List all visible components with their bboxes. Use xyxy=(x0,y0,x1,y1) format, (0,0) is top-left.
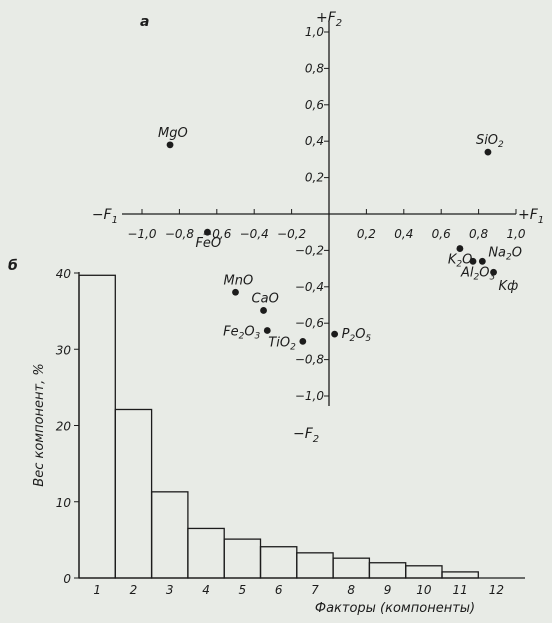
scatter-panel: а +F1 −F1 +F2 −F2 −1,0 −0,8 −0,6 −0,4 −0,2 0,… xyxy=(92,10,544,445)
bar-category-label: 9 xyxy=(384,583,392,597)
y-tick-label: 0,2 xyxy=(305,171,324,185)
x-tick-label: −0,4 xyxy=(240,227,269,241)
axis-label-pos-x-sub: 1 xyxy=(538,215,544,226)
bar-category-label: 8 xyxy=(347,583,355,597)
bar-x-axis-label: Факторы (компоненты) xyxy=(315,601,475,616)
bar xyxy=(259,546,298,579)
y-tick-label: −0,8 xyxy=(295,353,325,367)
bar-y-tick-label: 40 xyxy=(56,267,72,281)
bar xyxy=(78,274,116,579)
x-tick-label: −0,8 xyxy=(165,227,195,241)
y-tick-label: 0,4 xyxy=(305,134,324,148)
scatter-point xyxy=(263,327,271,334)
bar-y-tick-label: 30 xyxy=(56,343,72,357)
bar-category-label: 5 xyxy=(239,583,247,597)
scatter-point xyxy=(166,141,174,149)
axis-label-neg-y: −F2 xyxy=(293,426,319,445)
scatter-point xyxy=(490,268,497,276)
point-label: SiO2 xyxy=(476,133,504,150)
panel-label-a: а xyxy=(140,14,149,30)
bar-y-tick-label: 10 xyxy=(56,496,72,510)
bar xyxy=(332,557,371,579)
x-tick-label: −0,2 xyxy=(277,227,306,241)
bar-category-label: 3 xyxy=(166,583,174,597)
bar xyxy=(114,408,153,579)
axis-label-neg-y-main: −F xyxy=(293,426,314,442)
y-tick-label: 1,0 xyxy=(305,25,324,39)
y-tick-label: 0,6 xyxy=(305,98,324,112)
bar-y-tick-label: 20 xyxy=(56,420,72,434)
point-label: CaO xyxy=(252,291,279,306)
bar xyxy=(441,571,479,579)
bar-category-label: 6 xyxy=(275,583,283,597)
x-tick-label: 0,4 xyxy=(394,227,413,241)
bar-category-label: 11 xyxy=(453,583,468,597)
scatter-point xyxy=(260,307,267,314)
bar-y-tick-label: 0 xyxy=(63,572,71,586)
axis-label-pos-y-sub: 2 xyxy=(336,18,342,29)
axis-label-pos-y-main: +F xyxy=(316,10,337,26)
bar xyxy=(223,538,262,579)
axis-label-neg-x: −F1 xyxy=(92,207,118,226)
axis-label-pos-x: +F1 xyxy=(518,207,544,226)
scatter-point xyxy=(232,288,239,296)
scatter-point xyxy=(478,257,486,265)
scatter-point xyxy=(484,148,492,156)
point-label: MgO xyxy=(158,126,188,141)
scatter-point xyxy=(204,228,211,236)
bar xyxy=(150,491,189,579)
point-label: K2O xyxy=(448,253,473,270)
point-label: P2O5 xyxy=(342,327,372,344)
axis-label-neg-x-sub: 1 xyxy=(112,215,118,226)
point-label: TiO2 xyxy=(268,335,296,352)
bar-category-label: 7 xyxy=(311,583,319,597)
x-tick-label: 0,6 xyxy=(432,227,451,241)
bar-category-label: 12 xyxy=(489,583,504,597)
point-label: FeO xyxy=(195,236,221,251)
axis-label-neg-x-main: −F xyxy=(92,207,113,223)
point-label: Al2O3 xyxy=(460,265,495,282)
bar-category-label: 1 xyxy=(93,583,101,597)
bar xyxy=(368,562,407,579)
x-tick-label: 0,2 xyxy=(357,227,376,241)
bar xyxy=(296,552,334,579)
point-label: Na2O xyxy=(488,245,522,262)
bar xyxy=(187,527,225,579)
axis-label-pos-x-main: +F xyxy=(518,207,539,223)
scatter-point xyxy=(456,245,464,252)
bar-category-label: 4 xyxy=(202,583,210,597)
x-tick-label: 0,8 xyxy=(469,227,488,241)
bar xyxy=(405,565,443,579)
y-tick-label: −0,4 xyxy=(295,280,324,294)
axis-label-pos-y: +F2 xyxy=(316,10,342,29)
point-label: Fe2O3 xyxy=(223,324,260,341)
y-tick-label: −0,6 xyxy=(295,316,325,330)
point-label: Kф xyxy=(499,279,519,294)
scatter-point xyxy=(331,330,339,338)
x-tick-label: −1,0 xyxy=(127,227,157,241)
point-label: MnO xyxy=(224,273,254,288)
y-tick-label: 0,8 xyxy=(305,61,324,75)
axis-label-neg-y-sub: 2 xyxy=(313,434,319,445)
bar-category-label: 10 xyxy=(416,583,432,597)
panel-label-b: б xyxy=(8,258,18,274)
bar-y-axis-label: Вес компонент, % xyxy=(32,363,47,486)
x-tick-label: 1,0 xyxy=(506,227,525,241)
bar-category-label: 2 xyxy=(130,583,138,597)
scatter-point xyxy=(469,257,477,265)
y-tick-label: −1,0 xyxy=(295,389,325,403)
bar-panel: б Вес компонент, % Факторы (компоненты) … xyxy=(8,258,525,616)
y-tick-label: −0,2 xyxy=(295,243,324,257)
scatter-point xyxy=(299,338,307,345)
